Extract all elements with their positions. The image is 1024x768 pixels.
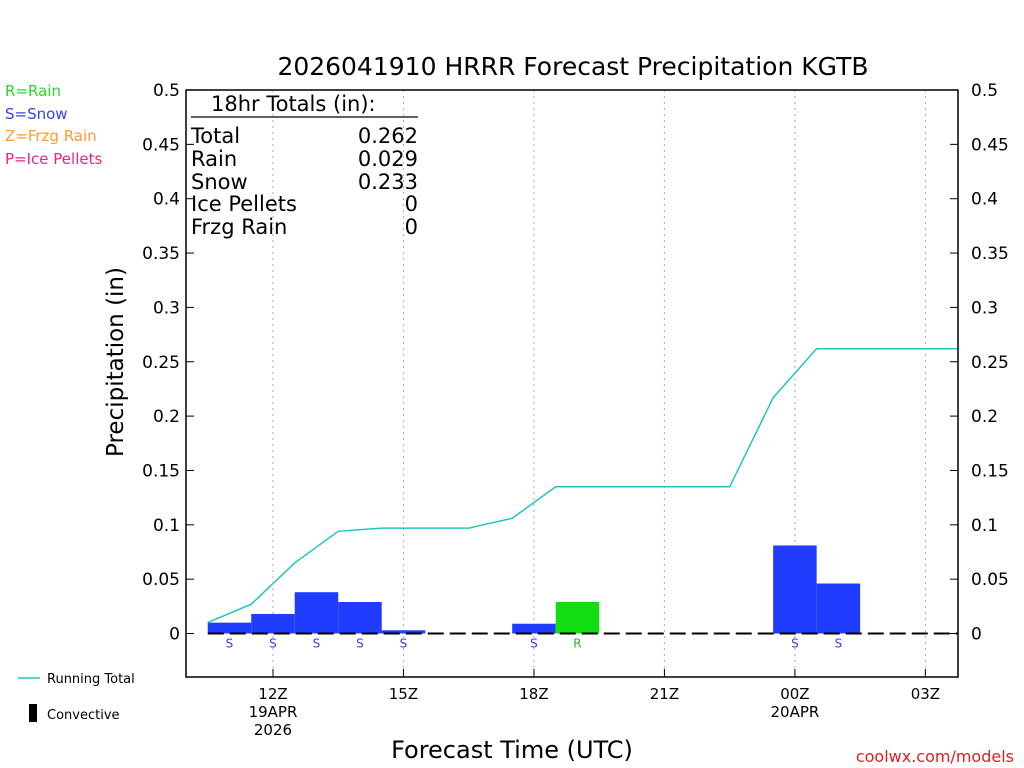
y-tick-label-left: 0.4 xyxy=(153,190,180,210)
y-tick-label-right: 0 xyxy=(971,625,982,645)
ptype-marker: S xyxy=(400,637,408,651)
legend-ice-pellets: P=Ice Pellets xyxy=(5,150,102,168)
totals-value-ice-pellets: 0 xyxy=(405,192,418,216)
precip-bar xyxy=(555,601,600,634)
y-tick-label-right: 0.05 xyxy=(971,570,1009,590)
totals-value-rain: 0.029 xyxy=(358,147,418,171)
y-tick-label-left: 0.45 xyxy=(142,135,180,155)
y-axis-label: Precipitation (in) xyxy=(103,267,129,457)
credit-label: coolwx.com/models xyxy=(856,747,1014,766)
totals-value-snow: 0.233 xyxy=(358,170,418,194)
y-tick-label-right: 0.35 xyxy=(971,244,1009,264)
y-tick-label-right: 0.5 xyxy=(971,81,998,101)
precip-bar xyxy=(773,545,817,634)
totals-value-total: 0.262 xyxy=(358,124,418,148)
y-tick-label-right: 0.15 xyxy=(971,461,1009,481)
line-legend: Running Total Convective xyxy=(18,672,135,723)
ptype-marker: S xyxy=(269,637,277,651)
running-total-legend-label: Running Total xyxy=(47,672,135,687)
precip-bar xyxy=(816,583,861,634)
legend-freezing-rain: Z=Frzg Rain xyxy=(5,127,97,145)
ptype-marker: S xyxy=(313,637,321,651)
ptype-marker: S xyxy=(530,637,538,651)
totals-label-rain: Rain xyxy=(191,147,237,171)
y-tick-label-left: 0.25 xyxy=(142,353,180,373)
ptype-marker: S xyxy=(226,637,234,651)
convective-legend-swatch xyxy=(29,704,37,722)
plot-frame xyxy=(185,89,959,678)
y-tick-label-right: 0.45 xyxy=(971,135,1009,155)
x-tick-label: 19APR xyxy=(249,703,298,721)
totals-label-total: Total xyxy=(190,124,240,148)
y-tick-label-left: 0.5 xyxy=(153,81,180,101)
totals-label-ice-pellets: Ice Pellets xyxy=(191,192,297,216)
bars xyxy=(207,545,861,634)
x-tick-label: 18Z xyxy=(519,685,548,703)
y-tick-label-left: 0.3 xyxy=(153,298,180,318)
precip-bar xyxy=(338,601,382,634)
y-tick-label-left: 0.2 xyxy=(153,407,180,427)
x-tick-label: 12Z xyxy=(258,685,287,703)
running-total-line xyxy=(207,347,958,624)
x-tick-label: 00Z xyxy=(780,685,809,703)
precip-bar xyxy=(512,623,556,634)
y-tick-label-left: 0.15 xyxy=(142,461,180,481)
y-tick-label-left: 0.35 xyxy=(142,244,180,264)
x-axis-label: Forecast Time (UTC) xyxy=(391,736,633,764)
x-tick-label: 2026 xyxy=(254,721,292,739)
x-tick-label: 21Z xyxy=(650,685,679,703)
totals-label-freezing-rain: Frzg Rain xyxy=(191,215,287,239)
ptype-marker: R xyxy=(573,637,581,651)
ptype-marker: S xyxy=(791,637,799,651)
precip-bar xyxy=(381,630,426,634)
precip-bar xyxy=(207,622,252,634)
chart-title: 2026041910 HRRR Forecast Precipitation K… xyxy=(277,52,868,81)
convective-legend-label: Convective xyxy=(47,708,120,723)
y-tick-label-left: 0.05 xyxy=(142,570,180,590)
running-total-series xyxy=(207,347,958,624)
x-tick-label: 20APR xyxy=(770,703,819,721)
y-tick-label-left: 0.1 xyxy=(153,516,180,536)
gridlines xyxy=(272,90,926,677)
y-tick-label-right: 0.1 xyxy=(971,516,998,536)
y-axis-ticks: 0 00.05 0.050.1 0.10.15 0.150.2 0.20.25 0.250.… xyxy=(142,81,1009,645)
precip-bar xyxy=(251,613,295,634)
totals-label-snow: Snow xyxy=(191,170,248,194)
totals-box: 18hr Totals (in): Total 0.262 Rain 0.029… xyxy=(190,92,418,239)
y-tick-label-left: 0 xyxy=(169,625,180,645)
precip-bar xyxy=(294,592,339,634)
x-tick-label: 03Z xyxy=(911,685,940,703)
y-tick-label-right: 0.3 xyxy=(971,298,998,318)
totals-value-freezing-rain: 0 xyxy=(405,215,418,239)
y-tick-label-right: 0.4 xyxy=(971,190,998,210)
ptype-marker: S xyxy=(356,637,364,651)
x-tick-label: 15Z xyxy=(389,685,418,703)
totals-heading: 18hr Totals (in): xyxy=(211,92,376,116)
legend-snow: S=Snow xyxy=(5,105,68,123)
y-tick-label-right: 0.2 xyxy=(971,407,998,427)
legend-rain: R=Rain xyxy=(5,82,61,100)
y-tick-label-right: 0.25 xyxy=(971,353,1009,373)
ptype-legend: R=Rain S=Snow Z=Frzg Rain P=Ice Pellets xyxy=(5,82,102,168)
ptype-marker: S xyxy=(835,637,843,651)
